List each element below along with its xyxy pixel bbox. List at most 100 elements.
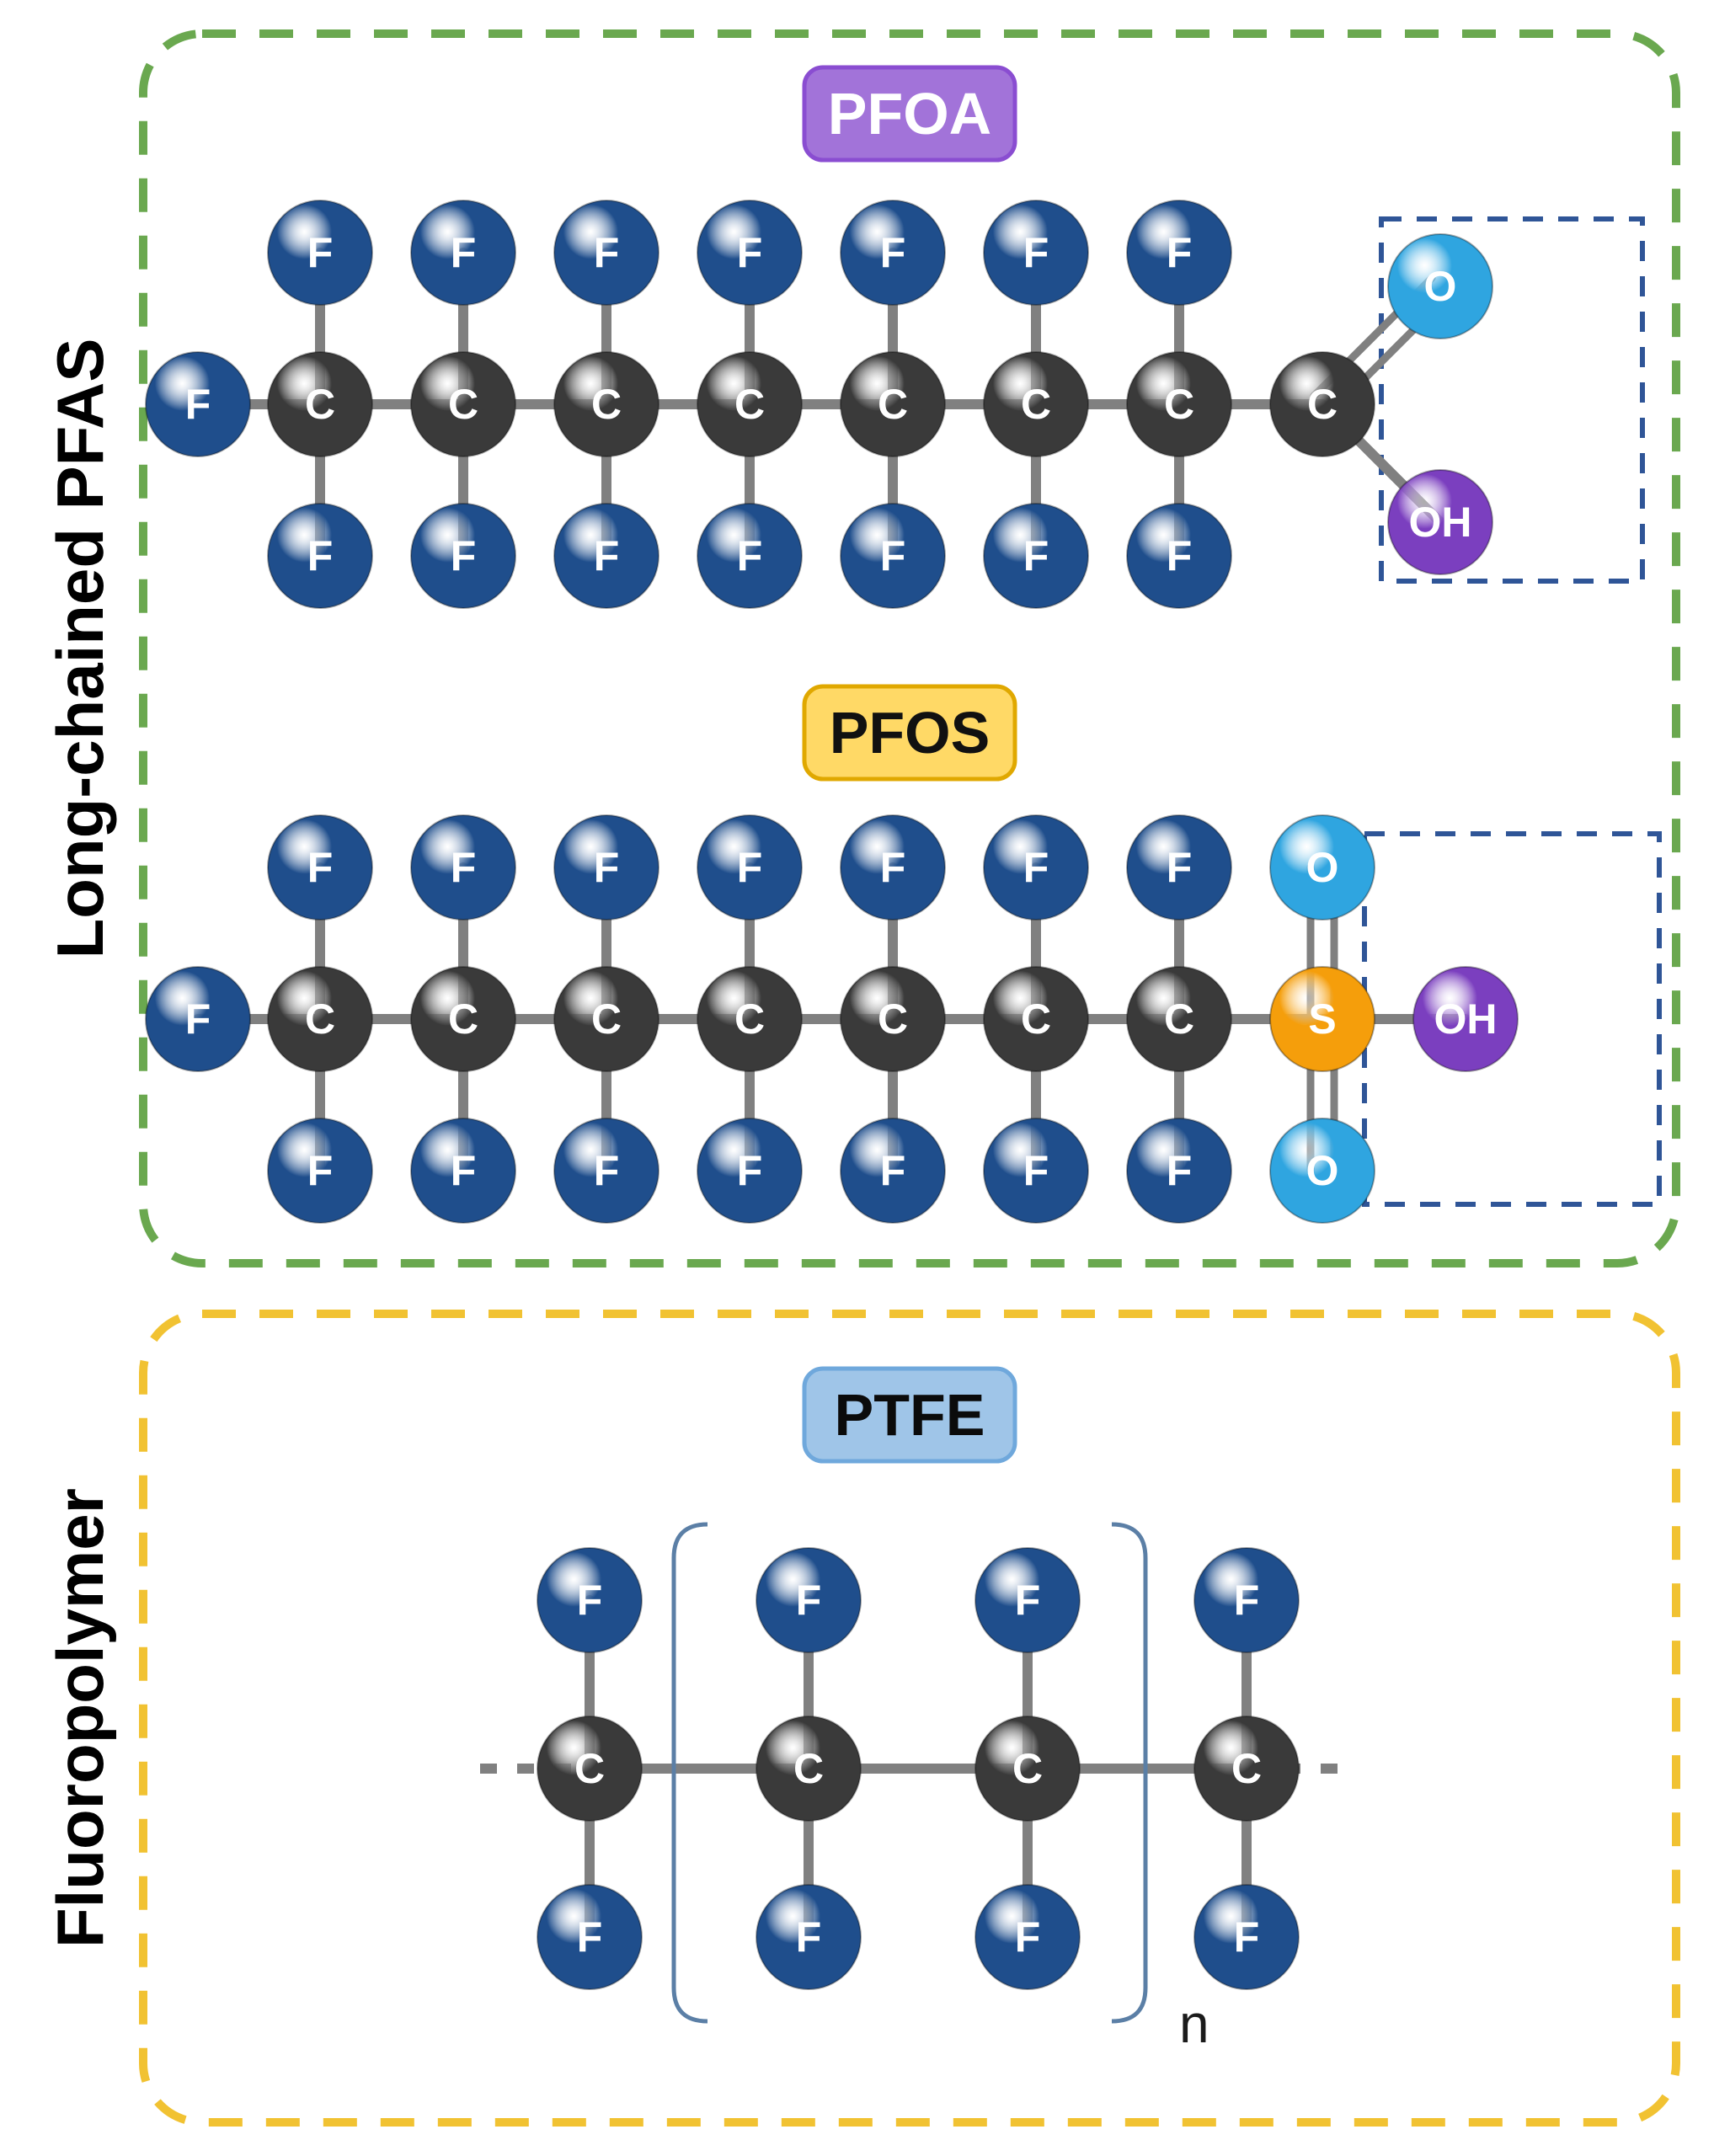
atom-F: F: [411, 1118, 515, 1223]
atom-F: F: [1127, 504, 1231, 608]
atom-label: F: [1167, 532, 1193, 579]
atom-label: F: [451, 229, 477, 276]
atom-label: C: [1307, 381, 1338, 428]
atom-label: F: [1234, 1577, 1260, 1624]
atom-F: F: [984, 1118, 1088, 1223]
atom-label: F: [1167, 1147, 1193, 1194]
atom-F: F: [537, 1548, 642, 1652]
label-fluoropolymer: Fluoropolymer: [43, 1488, 117, 1948]
atom-O: O: [1388, 234, 1492, 339]
atom-C: C: [984, 967, 1088, 1071]
atom-label: C: [591, 995, 622, 1043]
atom-label: F: [307, 229, 334, 276]
pill-pfos-label: PFOS: [830, 700, 990, 766]
atom-label: OH: [1409, 499, 1472, 546]
atom-label: C: [448, 381, 478, 428]
atom-label: F: [577, 1913, 603, 1961]
atom-F: F: [268, 1118, 372, 1223]
atom-F: F: [697, 200, 802, 305]
atom-label: F: [594, 532, 620, 579]
atom-label: F: [185, 381, 211, 428]
atom-label: O: [1306, 844, 1339, 891]
atom-F: F: [1194, 1548, 1299, 1652]
atom-label: F: [307, 844, 334, 891]
atom-F: F: [554, 200, 659, 305]
atom-F: F: [554, 815, 659, 920]
atom-F: F: [975, 1885, 1080, 1989]
atom-label: F: [594, 844, 620, 891]
atom-label: C: [878, 995, 908, 1043]
atom-label: F: [1023, 844, 1049, 891]
molecule-pfoa: FCCCCCCCCFFFFFFFFFFFFFFOOH: [146, 200, 1492, 608]
atom-OH: OH: [1413, 967, 1518, 1071]
atom-C: C: [756, 1716, 861, 1821]
atom-label: S: [1308, 995, 1336, 1043]
atom-label: F: [880, 844, 906, 891]
atom-C: C: [1127, 352, 1231, 456]
label-long-chained: Long-chained PFAS: [43, 339, 117, 959]
atom-F: F: [146, 967, 250, 1071]
atom-label: C: [574, 1745, 605, 1792]
atom-label: F: [796, 1577, 822, 1624]
atom-label: F: [1015, 1913, 1041, 1961]
atom-F: F: [841, 1118, 945, 1223]
atom-label: C: [734, 995, 765, 1043]
atom-label: C: [1021, 381, 1051, 428]
atom-F: F: [984, 200, 1088, 305]
atom-label: F: [1023, 532, 1049, 579]
atom-label: F: [1234, 1913, 1260, 1961]
atom-O: O: [1270, 1118, 1375, 1223]
atom-F: F: [146, 352, 250, 456]
pill-pfoa: PFOA: [804, 67, 1015, 160]
atom-C: C: [1270, 352, 1375, 456]
atom-label: F: [451, 1147, 477, 1194]
atom-F: F: [1194, 1885, 1299, 1989]
atom-label: F: [880, 532, 906, 579]
atom-label: F: [737, 1147, 763, 1194]
molecule-pfos: FCCCCCCCFFFFFFFFFFFFFFSOOOH: [146, 815, 1518, 1223]
atom-C: C: [537, 1716, 642, 1821]
atom-label: F: [1167, 229, 1193, 276]
atom-label: C: [793, 1745, 824, 1792]
atom-C: C: [268, 967, 372, 1071]
atom-label: F: [451, 844, 477, 891]
atom-F: F: [984, 815, 1088, 920]
pill-pfoa-label: PFOA: [828, 81, 991, 147]
atom-F: F: [975, 1548, 1080, 1652]
atom-F: F: [697, 815, 802, 920]
atom-label: C: [591, 381, 622, 428]
atom-F: F: [554, 1118, 659, 1223]
atom-label: C: [448, 995, 478, 1043]
atom-F: F: [697, 1118, 802, 1223]
atom-C: C: [841, 352, 945, 456]
atom-C: C: [984, 352, 1088, 456]
atom-label: F: [577, 1577, 603, 1624]
atom-F: F: [1127, 200, 1231, 305]
atom-F: F: [984, 504, 1088, 608]
atom-F: F: [841, 815, 945, 920]
atom-label: F: [737, 229, 763, 276]
pill-pfos: PFOS: [804, 686, 1015, 779]
atom-F: F: [756, 1885, 861, 1989]
bonds: [198, 253, 1449, 556]
atom-F: F: [268, 815, 372, 920]
atom-C: C: [554, 352, 659, 456]
repeat-n-label: n: [1179, 1993, 1209, 2054]
pill-ptfe-label: PTFE: [835, 1382, 985, 1448]
atom-C: C: [1194, 1716, 1299, 1821]
atom-O: O: [1270, 815, 1375, 920]
atom-label: C: [1231, 1745, 1262, 1792]
atom-label: C: [305, 381, 335, 428]
atom-label: C: [1164, 995, 1194, 1043]
atom-label: O: [1306, 1147, 1339, 1194]
atom-label: F: [737, 532, 763, 579]
atom-label: OH: [1434, 995, 1498, 1043]
diagram-root: Long-chained PFAS Fluoropolymer PFOA PFOS PT…: [0, 0, 1714, 2156]
atom-F: F: [411, 200, 515, 305]
atom-label: F: [451, 532, 477, 579]
atom-label: C: [1164, 381, 1194, 428]
atom-C: C: [697, 352, 802, 456]
atom-C: C: [841, 967, 945, 1071]
atom-F: F: [841, 504, 945, 608]
atom-C: C: [268, 352, 372, 456]
